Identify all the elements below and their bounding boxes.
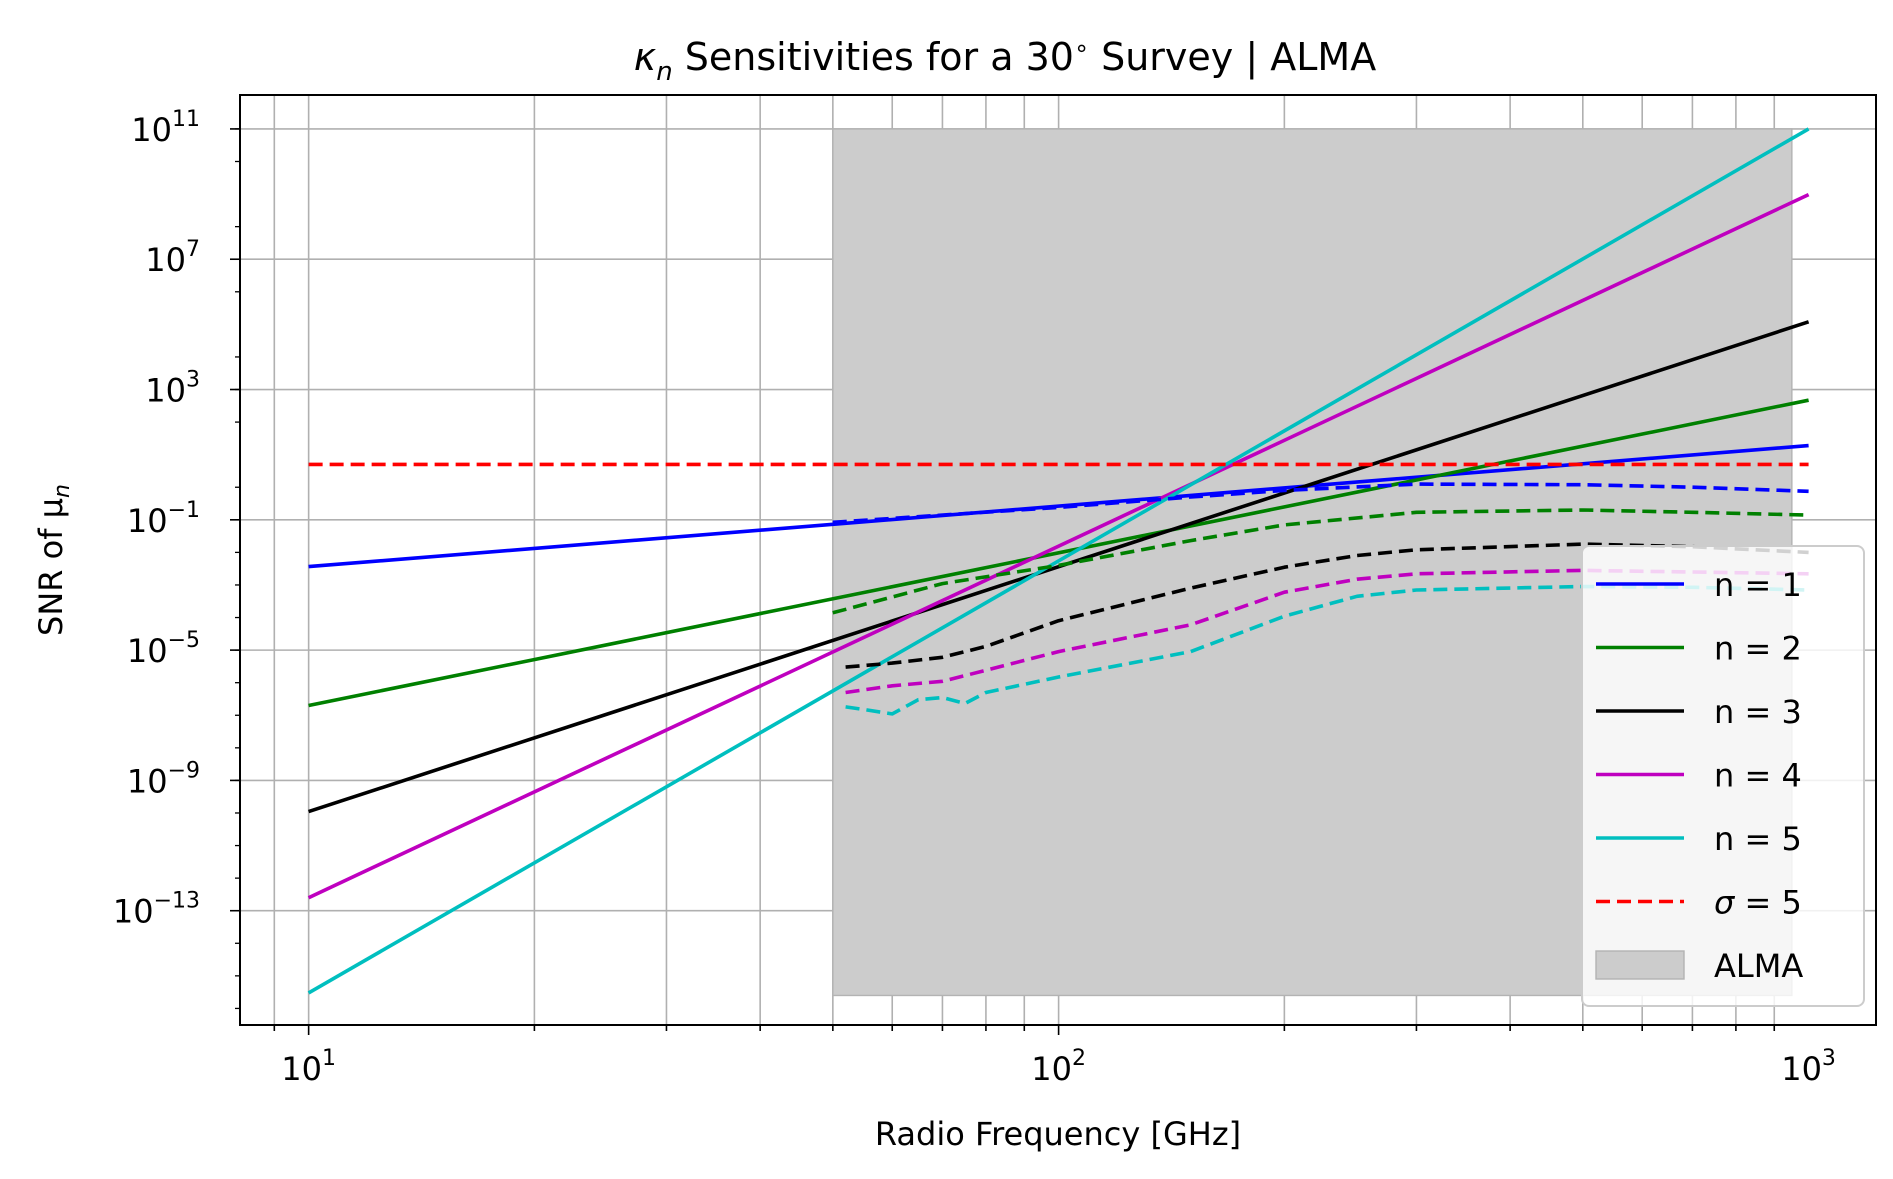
- series-dashed-line-1: [832, 482, 1809, 525]
- x-axis-label: Radio Frequency [GHz]: [875, 1115, 1241, 1153]
- series-dashed-line-3: [845, 542, 1809, 669]
- tick-layer: 1011 107 103 10−1 10−5 10−9 10−13 101 102 103: [113, 107, 1836, 1088]
- series-dashed-line-2: [832, 508, 1809, 615]
- legend-label: n = 5: [1714, 820, 1802, 858]
- chart-title: κn Sensitivities for a 30∘ Survey | ALMA: [634, 34, 1376, 87]
- x-tick-label: 102: [1031, 1046, 1086, 1088]
- legend-label: σ = 5: [1714, 884, 1802, 922]
- series-line-n5: [307, 127, 1810, 995]
- legend-box: [1581, 545, 1865, 1007]
- series-layer: [307, 127, 1810, 995]
- series-line-n3: [308, 320, 1810, 814]
- y-tick-label: 107: [145, 237, 200, 279]
- y-tick-label: 10−5: [127, 628, 200, 670]
- legend-label: n = 1: [1714, 566, 1802, 604]
- series-dashed-line-5: [845, 584, 1809, 716]
- legend-label: n = 3: [1714, 693, 1802, 731]
- legend: n = 1 n = 2 n = 3 n = 4 n = 5 σ = 5 ALMA: [1581, 545, 1865, 1007]
- series-line-n2: [308, 398, 1809, 708]
- legend-label: n = 4: [1714, 757, 1802, 795]
- series-line-n4: [307, 192, 1810, 900]
- x-tick-label: 103: [1781, 1046, 1836, 1088]
- y-tick-label: 103: [145, 368, 200, 410]
- legend-swatch-alma: [1595, 950, 1685, 980]
- legend-label: n = 2: [1714, 630, 1802, 668]
- y-tick-label: 10−9: [127, 758, 200, 800]
- legend-label: ALMA: [1714, 947, 1803, 985]
- y-tick-label: 1011: [131, 107, 200, 149]
- y-tick-label: 10−13: [113, 889, 200, 931]
- x-tick-label: 101: [281, 1046, 336, 1088]
- y-axis-label: SNR of μn: [32, 484, 75, 636]
- y-tick-label: 10−1: [127, 498, 200, 540]
